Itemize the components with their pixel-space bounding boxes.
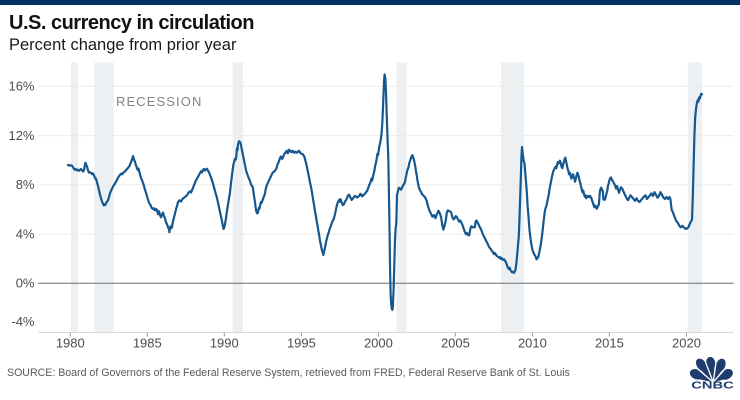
svg-text:1985: 1985 [133,336,162,351]
svg-text:4%: 4% [16,226,35,241]
svg-text:1990: 1990 [210,336,239,351]
svg-text:2010: 2010 [518,336,547,351]
svg-text:2020: 2020 [672,336,701,351]
svg-text:2005: 2005 [441,336,470,351]
svg-text:1995: 1995 [287,336,316,351]
svg-text:2015: 2015 [595,336,624,351]
svg-text:16%: 16% [8,79,34,94]
svg-text:12%: 12% [8,128,34,143]
svg-text:2000: 2000 [364,336,393,351]
svg-text:1980: 1980 [56,336,85,351]
svg-text:-4%: -4% [11,314,35,329]
svg-text:0%: 0% [16,276,35,291]
svg-text:8%: 8% [16,177,35,192]
svg-text:CNBC: CNBC [691,380,734,391]
svg-text:RECESSION: RECESSION [116,94,202,109]
